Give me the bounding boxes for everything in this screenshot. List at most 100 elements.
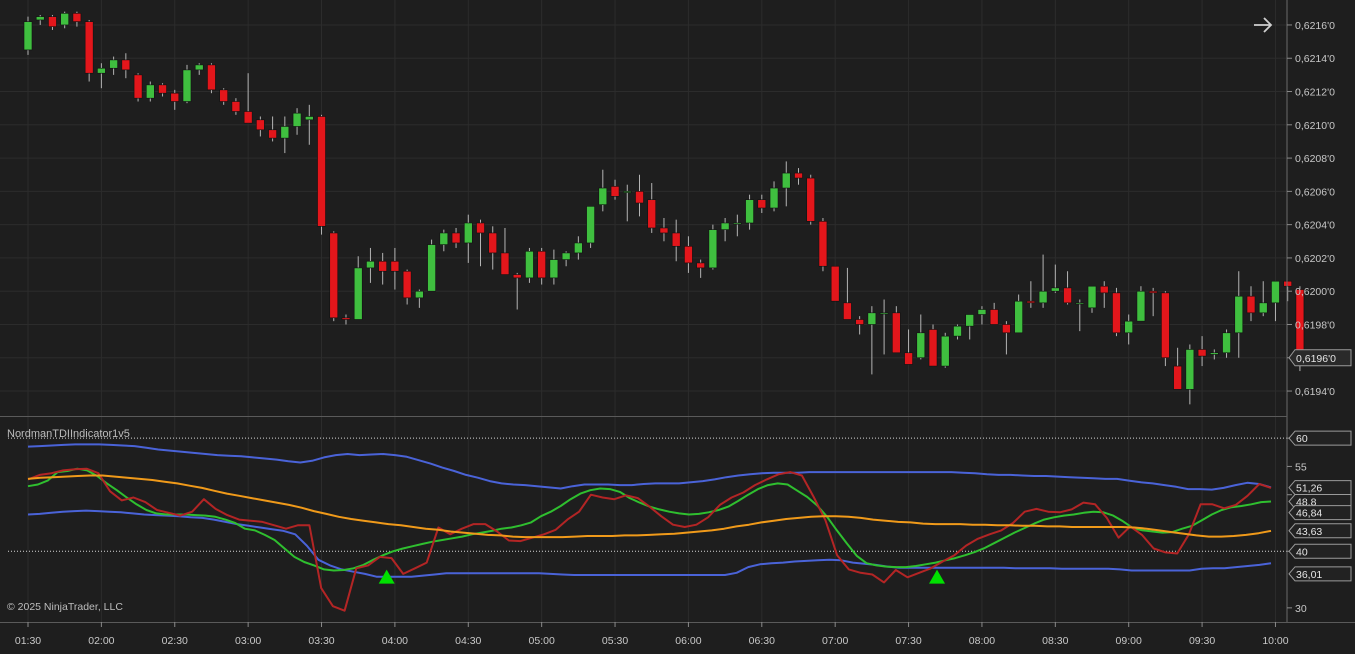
candle[interactable] — [512, 272, 522, 310]
indicator-panel[interactable] — [8, 437, 1287, 612]
candle[interactable] — [549, 249, 559, 285]
candle[interactable] — [390, 247, 400, 290]
candle[interactable] — [500, 227, 510, 275]
candle[interactable] — [855, 316, 864, 335]
candle[interactable] — [745, 194, 754, 230]
candle[interactable] — [1124, 314, 1133, 345]
candle[interactable] — [170, 89, 180, 110]
candle[interactable] — [207, 63, 216, 94]
candle[interactable] — [904, 329, 913, 365]
candle[interactable] — [256, 116, 265, 137]
candle[interactable] — [781, 161, 791, 207]
right-arrow-icon[interactable] — [1250, 12, 1276, 38]
candle[interactable] — [427, 239, 436, 292]
candle[interactable] — [182, 64, 192, 104]
candle[interactable] — [610, 179, 620, 200]
candle[interactable] — [488, 226, 498, 270]
candle[interactable] — [1258, 281, 1268, 317]
candle[interactable] — [1210, 349, 1219, 360]
candle[interactable] — [329, 231, 339, 322]
candle[interactable] — [1161, 291, 1170, 367]
candle[interactable] — [671, 219, 681, 262]
candle[interactable] — [317, 114, 326, 235]
candle[interactable] — [1222, 329, 1231, 358]
candle[interactable] — [341, 314, 351, 325]
candle[interactable] — [415, 289, 424, 308]
candle[interactable] — [194, 63, 204, 75]
candle[interactable] — [109, 56, 118, 75]
candle[interactable] — [659, 217, 669, 242]
candle[interactable] — [72, 11, 82, 27]
candle[interactable] — [1075, 299, 1085, 332]
candle[interactable] — [463, 214, 473, 263]
candle[interactable] — [304, 104, 314, 145]
candle[interactable] — [48, 14, 57, 30]
candle[interactable] — [928, 324, 938, 367]
candle[interactable] — [879, 299, 889, 355]
candle[interactable] — [1185, 344, 1195, 405]
candle[interactable] — [1038, 254, 1048, 308]
candle[interactable] — [97, 63, 106, 89]
candle[interactable] — [1099, 281, 1109, 308]
candle[interactable] — [1173, 347, 1182, 390]
candle[interactable] — [647, 183, 657, 233]
candle[interactable] — [684, 236, 693, 273]
candle[interactable] — [965, 314, 975, 340]
candle[interactable] — [867, 306, 877, 375]
candle[interactable] — [451, 227, 461, 248]
candle[interactable] — [989, 302, 999, 325]
candle[interactable] — [1051, 264, 1060, 293]
candle[interactable] — [1026, 281, 1036, 308]
candle[interactable] — [953, 324, 962, 340]
candle[interactable] — [818, 217, 828, 272]
candle[interactable] — [525, 247, 534, 283]
candle[interactable] — [622, 184, 632, 222]
candle[interactable] — [977, 306, 987, 325]
candle[interactable] — [1271, 280, 1280, 322]
candle[interactable] — [916, 314, 926, 360]
candle[interactable] — [1234, 271, 1244, 358]
candle[interactable] — [696, 259, 705, 278]
candle[interactable] — [84, 19, 94, 82]
candle[interactable] — [794, 168, 803, 185]
candle[interactable] — [586, 206, 595, 248]
candle[interactable] — [940, 332, 950, 368]
candle[interactable] — [146, 81, 155, 102]
candle[interactable] — [769, 181, 779, 212]
candle[interactable] — [830, 265, 840, 302]
candle[interactable] — [378, 252, 387, 285]
candle[interactable] — [574, 236, 583, 260]
candle[interactable] — [598, 169, 608, 212]
candle[interactable] — [1197, 336, 1207, 367]
price-panel[interactable] — [23, 11, 1305, 405]
candle[interactable] — [1002, 321, 1011, 355]
candle[interactable] — [733, 214, 742, 237]
candle[interactable] — [292, 108, 302, 135]
candle[interactable] — [35, 14, 45, 25]
candle[interactable] — [1087, 285, 1097, 313]
candle[interactable] — [243, 73, 253, 124]
candle[interactable] — [561, 251, 571, 267]
candle[interactable] — [1112, 287, 1121, 337]
candle[interactable] — [757, 194, 767, 213]
candle[interactable] — [806, 174, 816, 225]
candle[interactable] — [121, 53, 131, 79]
candle[interactable] — [280, 116, 290, 154]
candle[interactable] — [219, 88, 228, 105]
candle[interactable] — [439, 229, 449, 252]
candle[interactable] — [402, 269, 412, 305]
candle[interactable] — [23, 16, 33, 55]
candle[interactable] — [1148, 287, 1158, 317]
candle[interactable] — [1246, 286, 1256, 322]
candle[interactable] — [537, 247, 546, 285]
candle[interactable] — [133, 73, 143, 102]
candle[interactable] — [158, 83, 167, 97]
candle[interactable] — [1063, 271, 1072, 305]
candle[interactable] — [892, 306, 901, 354]
candle[interactable] — [60, 11, 69, 29]
candle[interactable] — [708, 224, 718, 270]
candle[interactable] — [720, 217, 730, 242]
candle[interactable] — [268, 116, 277, 142]
candle[interactable] — [1014, 294, 1023, 334]
